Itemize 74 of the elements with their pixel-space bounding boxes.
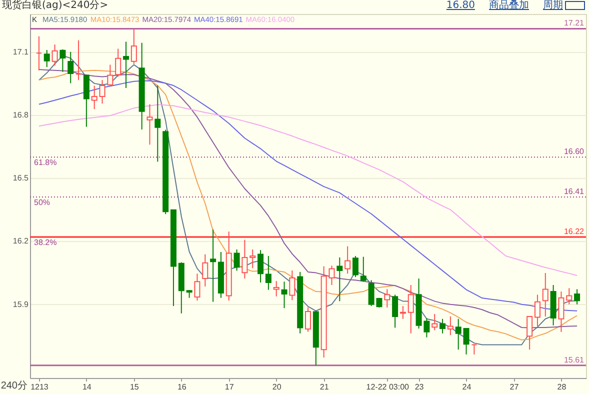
candlestick xyxy=(234,248,240,272)
candlestick xyxy=(360,256,366,282)
candlestick xyxy=(91,85,98,110)
candlestick xyxy=(130,28,137,64)
candlestick xyxy=(281,281,288,309)
x-tick-label: 24 xyxy=(462,382,472,392)
candlestick xyxy=(558,291,564,332)
x-tick-label: 27 xyxy=(510,382,520,392)
candlestick xyxy=(60,48,66,72)
candlestick xyxy=(305,307,311,332)
candlestick xyxy=(400,306,406,320)
candlestick xyxy=(526,316,533,350)
x-tick-label: 23 xyxy=(414,382,424,392)
x-tick-label: 17 xyxy=(224,382,234,392)
x-axis-title: 240分 xyxy=(0,380,28,392)
annotation: 50% xyxy=(34,198,50,208)
candlestick xyxy=(384,288,390,308)
y-tick-label: 16.8 xyxy=(12,110,30,120)
candlestick xyxy=(202,254,208,287)
annotation: 61.8% xyxy=(34,158,57,168)
y-tick-label: 15.9 xyxy=(12,300,30,309)
x-tick-label: 28 xyxy=(557,382,567,392)
candlestick xyxy=(123,41,129,89)
candlestick xyxy=(242,239,248,279)
candlestick xyxy=(83,74,90,128)
x-tick-label: 12-22 03:00 xyxy=(366,382,410,392)
x-tick-label: 1213 xyxy=(30,382,49,392)
candlestick xyxy=(336,256,343,302)
x-tick-label: 14 xyxy=(82,382,92,392)
ref-line-label: 16.41 xyxy=(564,187,585,196)
candlestick xyxy=(265,255,272,290)
ref-line-label: 16.60 xyxy=(564,147,585,156)
candlestick xyxy=(408,284,414,334)
y-tick-label: 16.2 xyxy=(12,236,30,246)
chart-title: 现货白银(ag)<240分> xyxy=(2,0,108,12)
candlestick xyxy=(258,250,264,283)
candlestick xyxy=(566,288,572,305)
candlestick xyxy=(52,44,58,66)
candlestick xyxy=(534,294,540,327)
y-tick-label: 16.5 xyxy=(12,174,30,183)
text: 16.80 xyxy=(446,0,475,12)
candlestick xyxy=(455,318,462,350)
x-tick-label: 20 xyxy=(272,382,282,392)
candlestick xyxy=(392,294,398,328)
candlestick xyxy=(289,270,296,301)
candlestick xyxy=(210,228,216,302)
candlestick xyxy=(250,248,256,269)
candlestick xyxy=(154,85,161,162)
y-tick-label: 17.1 xyxy=(12,47,30,56)
candlestick xyxy=(440,318,446,334)
candlestick xyxy=(432,314,438,331)
candlestick xyxy=(574,288,580,305)
candlestick xyxy=(542,272,548,318)
x-tick-label: 21 xyxy=(320,382,330,392)
candlestick xyxy=(36,36,42,71)
candlestick xyxy=(463,328,470,355)
candlestick xyxy=(76,40,82,81)
candlestick xyxy=(471,344,478,355)
candlestick xyxy=(115,48,122,78)
candlestick xyxy=(44,49,50,68)
candlestick xyxy=(146,104,153,146)
candlestick xyxy=(273,280,280,297)
candlestick xyxy=(194,273,200,302)
text: 周期 xyxy=(543,0,563,12)
ref-line-label: 17.21 xyxy=(564,18,585,28)
ref-line-label: 16.22 xyxy=(564,227,585,236)
x-tick-label: 15 xyxy=(130,382,140,392)
candlestick xyxy=(352,255,358,278)
candlestick xyxy=(68,51,74,84)
x-tick-label: 16 xyxy=(177,382,187,392)
candlestick xyxy=(447,316,454,336)
candlestick xyxy=(344,246,351,274)
annotation: 38.2% xyxy=(34,238,57,248)
ref-line-label: 15.61 xyxy=(564,355,585,364)
